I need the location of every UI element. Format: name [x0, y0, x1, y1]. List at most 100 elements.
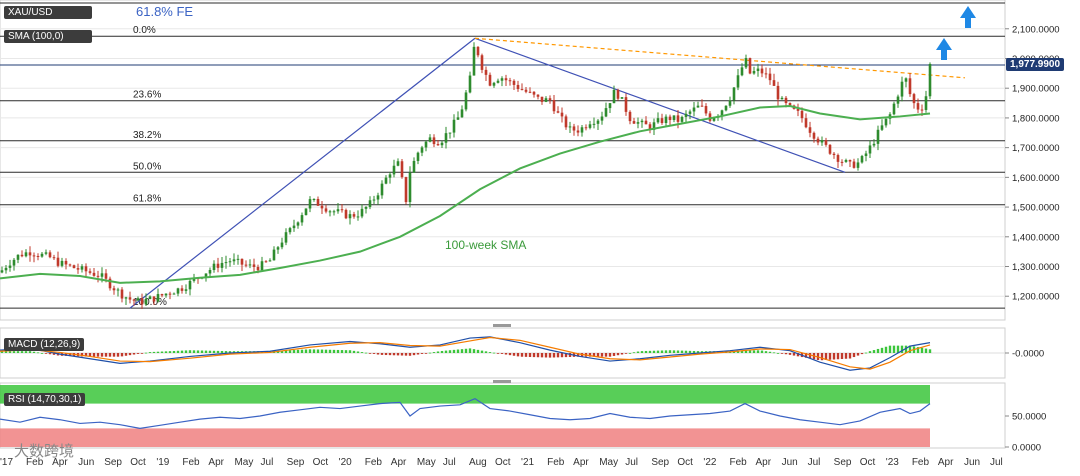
macd-histogram-bar	[696, 351, 700, 353]
macd-histogram-bar	[660, 350, 664, 353]
candle-body	[916, 103, 920, 110]
candle-body	[620, 97, 624, 99]
macd-tag[interactable]: MACD (12,26,9)	[4, 338, 85, 351]
macd-histogram-bar	[840, 353, 844, 360]
macd-histogram-bar	[900, 345, 904, 353]
x-tick-label: May	[234, 457, 253, 468]
candle-body	[408, 172, 412, 203]
candle-body	[16, 254, 20, 260]
candle-body	[264, 261, 268, 263]
candle-body	[452, 119, 456, 133]
up-arrow-icon	[960, 6, 976, 28]
candle-body	[236, 258, 240, 260]
macd-histogram-bar	[40, 353, 44, 354]
macd-histogram-bar	[896, 345, 900, 353]
candle-body	[768, 73, 772, 81]
x-tick-label: Oct	[130, 457, 146, 468]
x-tick-label: Feb	[912, 457, 930, 468]
rsi-tick-label: 0.0000	[1012, 443, 1041, 454]
candle-body	[176, 288, 180, 294]
last-price-value: 1,977.9900	[1010, 59, 1061, 70]
candle-body	[24, 252, 28, 257]
panel-resize-handle[interactable]	[493, 380, 511, 383]
candle-body	[832, 153, 836, 156]
x-tick-label: Jul	[443, 457, 456, 468]
macd-histogram-bar	[408, 353, 412, 356]
candle-body	[576, 130, 580, 133]
candle-body	[276, 247, 280, 250]
candle-body	[232, 259, 236, 262]
symbol-label: XAU/USD	[8, 7, 53, 18]
candle-body	[784, 97, 788, 104]
candle-body	[680, 116, 684, 122]
candle-body	[700, 105, 704, 107]
candle-body	[32, 255, 36, 257]
symbol-tag[interactable]: XAU/USD	[4, 6, 92, 19]
candle-body	[132, 299, 136, 301]
candle-body	[68, 264, 72, 266]
candle-body	[348, 214, 352, 219]
candle-body	[424, 141, 428, 148]
x-axis: '17 Feb Apr Jun Sep Oct '19 Feb Apr May Jul Sep Oct '…	[0, 457, 1003, 468]
macd-histogram-bar	[460, 349, 464, 353]
macd-histogram-bar	[668, 350, 672, 353]
candle-body	[928, 64, 932, 97]
macd-histogram-bar	[8, 351, 12, 353]
candle-body	[528, 91, 532, 93]
macd-histogram-bar	[508, 353, 512, 356]
candle-body	[480, 55, 484, 70]
macd-histogram-bar	[540, 353, 544, 358]
macd-title: MACD (12,26,9)	[8, 339, 81, 350]
macd-histogram-bar	[804, 353, 808, 358]
candle-body	[644, 120, 648, 125]
macd-histogram-bar	[528, 353, 532, 357]
fib-label: 23.6%	[133, 90, 161, 101]
candle-body	[20, 254, 24, 257]
candle-body	[900, 81, 904, 97]
x-tick-label: Oct	[860, 457, 876, 468]
macd-histogram-bar	[400, 353, 404, 356]
candle-body	[596, 120, 600, 124]
candle-body	[748, 58, 752, 74]
macd-histogram-bar	[644, 350, 648, 353]
macd-histogram-bar	[404, 353, 408, 356]
macd-histogram-bar	[456, 349, 460, 353]
rsi-tag[interactable]: RSI (14,70,30,1)	[4, 393, 86, 406]
y-tick-label: 1,900.0000	[1012, 84, 1060, 95]
macd-histogram-bar	[560, 353, 564, 358]
macd-histogram-bar	[376, 353, 380, 355]
candle-body	[788, 103, 792, 106]
macd-histogram-bar	[632, 352, 636, 354]
candle-body	[568, 126, 572, 128]
candle-body	[816, 138, 820, 143]
candle-body	[228, 261, 232, 263]
panel-resize-handle[interactable]	[493, 324, 511, 327]
macd-histogram-bar	[212, 350, 216, 353]
candle-body	[368, 200, 372, 207]
candle-body	[844, 159, 848, 162]
candle-body	[80, 266, 84, 270]
macd-histogram-bar	[0, 351, 4, 353]
candle-body	[544, 98, 548, 102]
macd-histogram-bar	[836, 353, 840, 360]
candle-body	[192, 278, 196, 281]
candle-body	[508, 80, 512, 82]
macd-histogram-bar	[600, 353, 604, 357]
sma-100-line	[0, 105, 931, 284]
candle-body	[740, 67, 744, 76]
macd-histogram-bar	[512, 353, 516, 356]
candle-body	[204, 273, 208, 278]
fib-label: 100.0%	[133, 297, 167, 308]
macd-histogram-bar	[676, 350, 680, 353]
candle-body	[332, 211, 336, 213]
candle-body	[676, 115, 680, 122]
indicator-tag[interactable]: SMA (100,0)	[4, 30, 92, 43]
macd-histogram-bar	[904, 345, 908, 353]
candle-body	[116, 289, 120, 291]
candle-body	[28, 252, 32, 256]
candle-body	[564, 116, 568, 128]
candle-body	[764, 73, 768, 75]
macd-histogram-bar	[604, 353, 608, 357]
signal-line	[0, 336, 931, 370]
